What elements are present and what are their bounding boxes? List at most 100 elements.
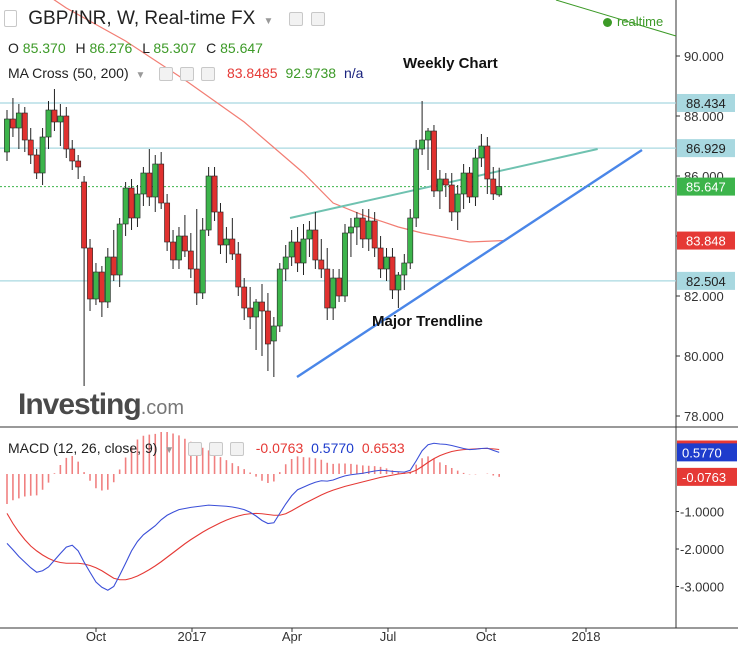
chevron-down-icon[interactable]: ▼ — [263, 16, 274, 27]
gear-icon[interactable] — [311, 11, 326, 26]
ma-cross-legend[interactable]: MA Cross (50, 200) ▼ 83.8485 92.9738 n/a — [8, 65, 364, 82]
close-label: C — [206, 40, 217, 56]
weekly-chart-annotation: Weekly Chart — [403, 55, 498, 72]
low-value: 85.307 — [153, 40, 197, 56]
candle-body — [122, 187, 129, 225]
close-icon[interactable] — [229, 442, 244, 457]
chevron-down-icon[interactable]: ▼ — [164, 445, 175, 456]
realtime-label: realtime — [617, 14, 664, 29]
price-label-text: 82.504 — [686, 274, 726, 289]
logo-text: Investing — [18, 388, 142, 421]
candle-body — [146, 172, 153, 198]
close-value: 85.647 — [220, 40, 263, 56]
candle-body — [93, 271, 99, 300]
candle-body — [87, 247, 93, 300]
macd-legend[interactable]: MACD (12, 26, close, 9) ▼ -0.0763 0.5770… — [8, 440, 405, 457]
eye-icon[interactable] — [159, 67, 174, 82]
candle-body — [270, 325, 277, 342]
candle-body — [187, 250, 194, 270]
gear-icon[interactable] — [208, 442, 223, 457]
candle-body — [51, 109, 58, 123]
candle-body — [193, 268, 200, 294]
price-label-bg — [677, 177, 735, 196]
candle-body — [383, 256, 390, 270]
candle-body — [116, 223, 123, 276]
candle-body — [365, 220, 372, 240]
ma50-line — [53, 0, 506, 243]
time-tick-label: Oct — [476, 629, 497, 644]
trendline-annotation: Major Trendline — [372, 313, 483, 330]
candle-body — [353, 217, 360, 228]
candle-body — [448, 184, 455, 213]
candle-body — [128, 187, 135, 219]
candle-body — [152, 163, 159, 198]
candle-body — [348, 226, 354, 234]
candle-body — [419, 139, 425, 150]
candle-body — [436, 178, 443, 192]
candle-body — [33, 154, 40, 174]
macd-tick-label: -2.0000 — [680, 542, 724, 557]
candle-body — [265, 310, 271, 345]
candle-body — [312, 229, 319, 261]
ohlc-readout: O 85.370 H 86.276 L 85.307 C 85.647 — [8, 40, 269, 56]
eye-icon[interactable] — [288, 11, 303, 26]
ma-value-3: n/a — [343, 65, 364, 81]
logo-suffix: .com — [140, 397, 185, 419]
candle-body — [282, 256, 289, 270]
candle-body — [98, 271, 105, 303]
price-label-bg — [677, 93, 735, 112]
candle-body — [182, 235, 188, 252]
candle-body — [294, 241, 301, 264]
candle-body — [81, 181, 87, 249]
candle-body — [223, 238, 230, 246]
chart-header: GBP/INR, W, Real-time FX ▼ — [4, 8, 326, 30]
candle-body — [259, 301, 265, 312]
collapse-icon[interactable] — [4, 10, 17, 28]
ma-value-2: 92.9738 — [285, 65, 337, 81]
candle-body — [57, 115, 64, 123]
candle-body — [324, 268, 331, 309]
candle-body — [484, 145, 491, 180]
candle-body — [454, 193, 461, 213]
candle-body — [401, 262, 408, 276]
candle-body — [306, 229, 313, 240]
candle-body — [288, 241, 295, 258]
candle-body — [241, 286, 248, 309]
high-value: 86.276 — [89, 40, 133, 56]
price-tick-label: 90.000 — [684, 49, 724, 64]
candle-body — [389, 256, 396, 291]
candle-body — [15, 112, 22, 129]
macd-label-text: 0.5770 — [682, 445, 722, 460]
gear-icon[interactable] — [180, 67, 195, 82]
major-trendline — [296, 148, 643, 379]
candle-body — [247, 307, 254, 318]
ma-cross-name: MA Cross (50, 200) — [8, 65, 129, 81]
macd-label-text: -0.0763 — [682, 470, 726, 485]
price-label-bg — [677, 271, 735, 290]
macd-value-2: 0.5770 — [311, 440, 354, 456]
open-label: O — [8, 40, 19, 56]
candle-body — [472, 157, 479, 198]
price-label-bg — [677, 139, 735, 158]
candle-body — [104, 256, 111, 303]
candle-body — [253, 301, 259, 318]
eye-icon[interactable] — [188, 442, 203, 457]
candle-body — [318, 259, 325, 270]
candle-body — [134, 193, 141, 219]
candle-body — [425, 130, 431, 141]
candle-body — [300, 238, 307, 264]
candle-body — [205, 175, 212, 231]
candle-body — [395, 274, 402, 291]
ma-value-1: 83.8485 — [226, 65, 278, 81]
chevron-down-icon[interactable]: ▼ — [135, 70, 146, 81]
candle-body — [235, 253, 242, 288]
candle-body — [442, 178, 449, 186]
candle-body — [170, 241, 176, 261]
candle-body — [496, 186, 503, 196]
candle-body — [110, 256, 117, 276]
price-tick-label: 82.000 — [684, 289, 724, 304]
candle-body — [199, 229, 206, 294]
close-icon[interactable] — [201, 67, 216, 82]
candle-body — [69, 148, 76, 162]
